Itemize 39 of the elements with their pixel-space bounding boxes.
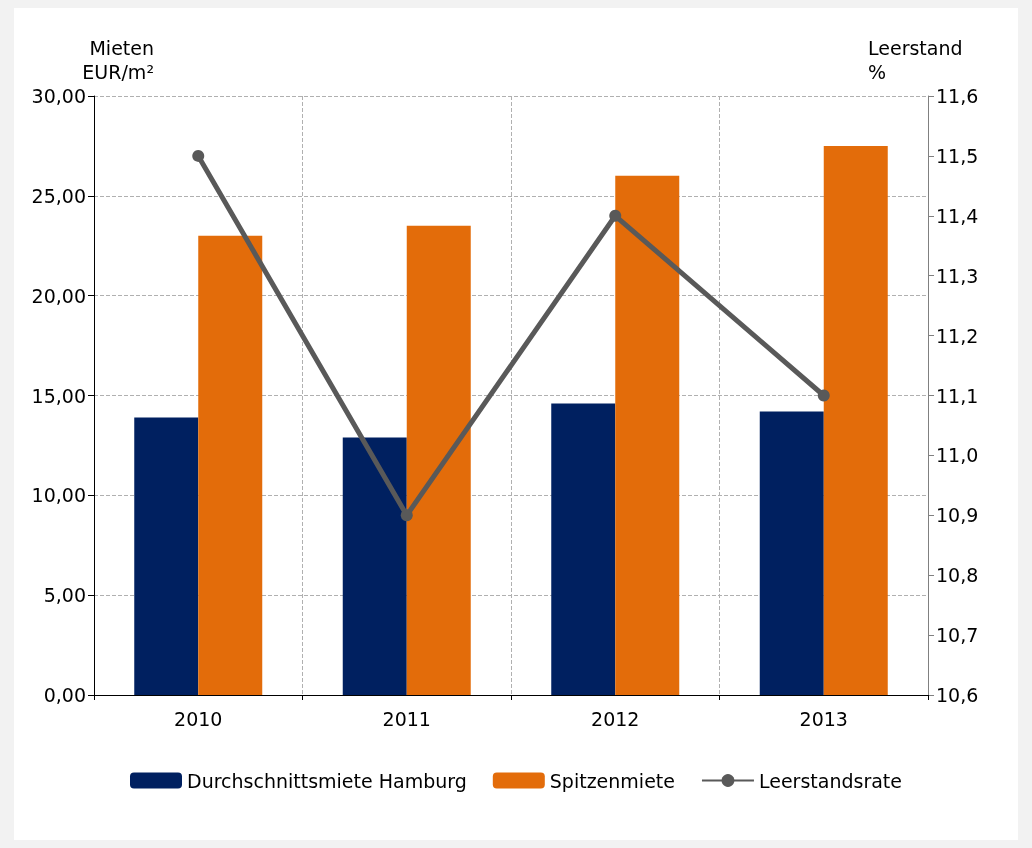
y-tick-label: 30,00 (31, 85, 86, 107)
y-axis-title: Mieten EUR/m² (82, 37, 154, 83)
y2-tick-label: 10,7 (936, 624, 979, 647)
point (817, 389, 830, 402)
y-tick-label: 20,00 (31, 284, 86, 307)
y2-tick-label: 11,3 (936, 264, 979, 287)
bar (342, 437, 407, 695)
bar (615, 175, 680, 695)
y2-tick-label: 10,8 (936, 564, 979, 587)
y-tick-label: 10,00 (31, 484, 86, 507)
legend-label: Durchschnittsmiete Hamburg (187, 769, 467, 792)
legend-label: Spitzenmiete (549, 769, 675, 792)
y2-axis-title: Leerstand % (868, 37, 963, 83)
point (192, 149, 205, 162)
y2-tick-label: 11,6 (936, 85, 979, 107)
bar (406, 225, 471, 695)
y2-tick-label: 11,1 (936, 384, 979, 407)
y-tick-label: 0,00 (43, 684, 86, 706)
point (400, 509, 413, 522)
x-tick-label: 2011 (382, 707, 431, 730)
x-tick-label: 2012 (591, 707, 640, 730)
x-tick-label: 2010 (174, 707, 223, 730)
y-tick-label: 15,00 (31, 384, 86, 407)
bar (198, 235, 263, 695)
bar (823, 145, 888, 695)
y2-tick-label: 11,2 (936, 324, 979, 347)
bar (551, 403, 616, 695)
y2-tick-label: 11,0 (936, 444, 979, 467)
y-tick-label: 25,00 (31, 184, 86, 207)
point (609, 209, 622, 222)
x-tick-label: 2013 (799, 707, 848, 730)
y2-tick-label: 11,5 (936, 144, 979, 167)
bar (134, 417, 199, 695)
legend-label: Leerstandsrate (758, 769, 902, 792)
y2-tick-label: 10,6 (936, 684, 979, 706)
y-tick-label: 5,00 (43, 584, 86, 607)
bar (759, 411, 824, 695)
y2-tick-label: 10,9 (936, 504, 979, 527)
y2-tick-label: 11,4 (936, 204, 979, 227)
